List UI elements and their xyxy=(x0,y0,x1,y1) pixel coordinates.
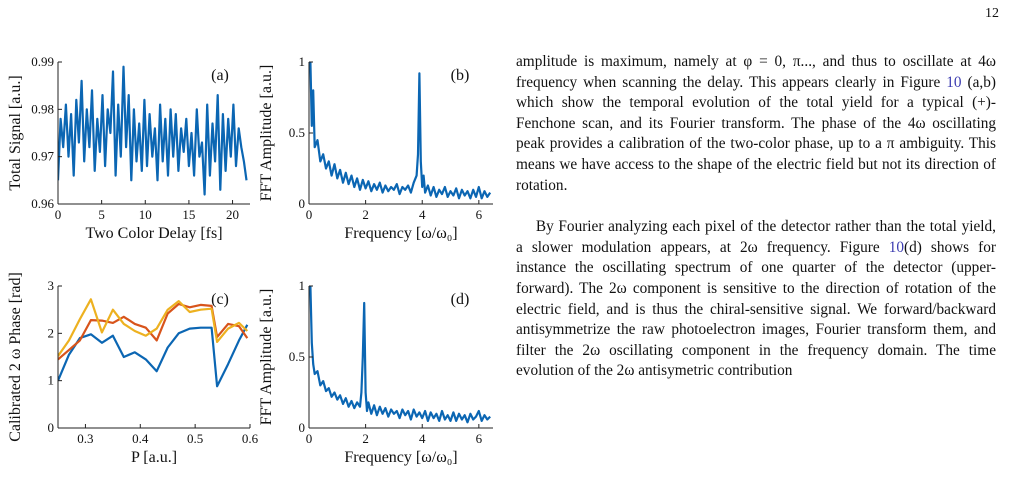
x-tick-label: 0.5 xyxy=(187,431,203,446)
panel-label: (a) xyxy=(211,67,229,84)
x-tick-label: 5 xyxy=(98,207,105,222)
data-series-line xyxy=(309,286,491,424)
panel-label: (c) xyxy=(211,291,229,308)
y-axis-label: Total Signal [a.u.] xyxy=(7,75,24,190)
x-tick-label: 0.4 xyxy=(132,431,149,446)
y-tick-label: 0.99 xyxy=(31,54,54,69)
paragraph-1: amplitude is maximum, namely at φ = 0, π… xyxy=(516,52,996,196)
y-tick-label: 0.5 xyxy=(289,349,305,364)
x-tick-label: 0 xyxy=(306,207,313,222)
y-tick-label: 2 xyxy=(48,325,55,340)
figure-ref-link[interactable]: 10 xyxy=(888,238,905,256)
y-tick-label: 0 xyxy=(48,420,55,435)
y-axis-label: Calibrated 2 ω Phase [rad] xyxy=(7,272,24,442)
x-tick-label: 0 xyxy=(55,207,62,222)
para2-text-a: By Fourier analyzing each pixel of the d… xyxy=(516,218,996,256)
y-tick-label: 0.5 xyxy=(289,125,305,140)
y-tick-label: 0.97 xyxy=(31,149,54,164)
data-series-line xyxy=(58,298,249,357)
y-tick-label: 1 xyxy=(299,278,306,293)
y-axis-label: FFT Amplitude [a.u.] xyxy=(258,65,275,202)
x-tick-label: 15 xyxy=(182,207,195,222)
chart-panel-2: 0 2 4 6 0 0.5 1 (b) Frequency [ω/ω₀] FFT Amplitud… xyxy=(258,54,493,242)
y-tick-label: 3 xyxy=(48,278,55,293)
body-text-column: amplitude is maximum, namely at φ = 0, π… xyxy=(516,52,996,382)
chart-panel-3: 0.3 0.4 0.5 0.6 0 1 2 3 (c) P [a.u.] Calibrated 2 … xyxy=(7,272,259,466)
paragraph-2: By Fourier analyzing each pixel of the d… xyxy=(516,217,996,382)
x-tick-label: 10 xyxy=(139,207,152,222)
y-tick-label: 0.96 xyxy=(31,196,54,211)
x-tick-label: 2 xyxy=(362,207,369,222)
x-axis-label: Frequency [ω/ω₀] xyxy=(344,225,457,242)
panel-label: (b) xyxy=(451,67,470,84)
y-axis-label: FFT Amplitude [a.u.] xyxy=(258,289,275,426)
x-tick-label: 2 xyxy=(362,431,369,446)
y-tick-label: 0 xyxy=(299,196,306,211)
x-tick-label: 4 xyxy=(419,207,426,222)
page-number: 12 xyxy=(985,6,999,21)
x-tick-label: 20 xyxy=(226,207,239,222)
data-series-line xyxy=(58,324,249,388)
x-tick-label: 6 xyxy=(476,207,483,222)
x-axis-label: Two Color Delay [fs] xyxy=(85,225,222,242)
para1-text-a: amplitude is maximum, namely at φ = 0, π… xyxy=(516,53,996,91)
data-series-line xyxy=(58,65,248,196)
chart-panel-1: 0 5 10 15 20 0.96 0.97 0.98 0.99 (a) Two Color Del… xyxy=(7,54,250,242)
x-tick-label: 4 xyxy=(419,431,426,446)
y-tick-label: 1 xyxy=(48,373,55,388)
figure-ref-link[interactable]: 10 xyxy=(946,73,962,91)
x-axis-label: Frequency [ω/ω₀] xyxy=(344,449,457,466)
y-tick-label: 0.98 xyxy=(31,101,54,116)
panel-label: (d) xyxy=(451,291,470,308)
para1-text-b: (a,b) which show the temporal evolution … xyxy=(516,73,997,194)
x-tick-label: 0.3 xyxy=(77,431,93,446)
chart-panel-4: 0 2 4 6 0 0.5 1 (d) Frequency [ω/ω₀] FFT Amplitud… xyxy=(258,278,493,466)
data-series-line xyxy=(309,62,492,200)
x-axis-label: P [a.u.] xyxy=(131,449,177,466)
x-tick-label: 0.6 xyxy=(242,431,259,446)
y-tick-label: 1 xyxy=(299,54,306,69)
x-tick-label: 0 xyxy=(306,431,313,446)
x-tick-label: 6 xyxy=(476,431,483,446)
para2-text-b: (d) shows for instance the oscillating s… xyxy=(516,238,996,380)
y-tick-label: 0 xyxy=(299,420,306,435)
